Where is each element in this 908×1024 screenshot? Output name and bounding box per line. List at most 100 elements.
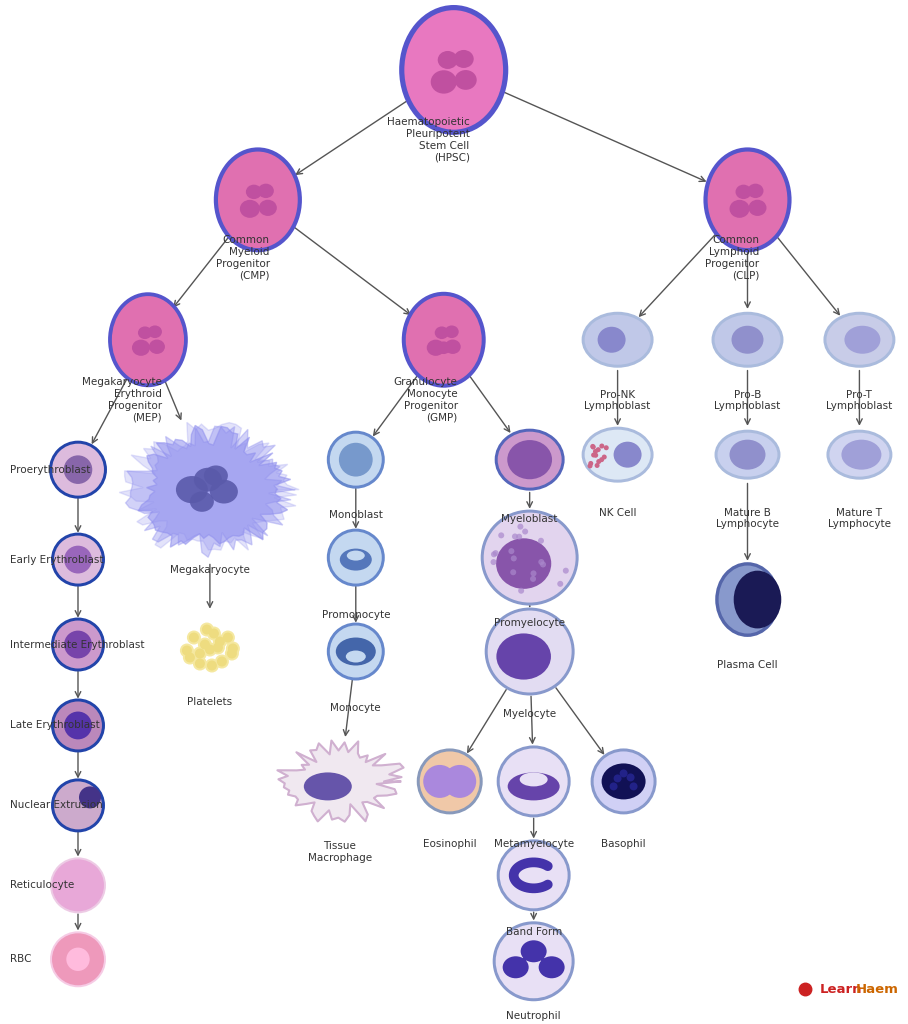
Ellipse shape <box>488 610 572 692</box>
Ellipse shape <box>330 531 381 584</box>
Ellipse shape <box>54 781 102 829</box>
Ellipse shape <box>149 340 165 354</box>
Ellipse shape <box>558 581 563 587</box>
Ellipse shape <box>497 634 551 680</box>
Ellipse shape <box>538 559 544 565</box>
Ellipse shape <box>593 449 598 454</box>
Ellipse shape <box>717 433 777 476</box>
Text: Common
Lymphoid
Progenitor
(CLP): Common Lymphoid Progenitor (CLP) <box>706 236 759 281</box>
Text: Mature B
Lymphocyte: Mature B Lymphocyte <box>716 508 779 529</box>
Ellipse shape <box>516 534 522 540</box>
Ellipse shape <box>842 439 882 470</box>
Ellipse shape <box>495 429 565 490</box>
Ellipse shape <box>327 623 385 681</box>
Ellipse shape <box>240 200 260 218</box>
Ellipse shape <box>437 341 450 354</box>
Ellipse shape <box>508 440 552 479</box>
Ellipse shape <box>508 548 514 554</box>
Ellipse shape <box>599 457 604 462</box>
Ellipse shape <box>182 645 192 655</box>
Ellipse shape <box>582 311 654 368</box>
Ellipse shape <box>51 617 105 672</box>
Ellipse shape <box>491 551 497 557</box>
Ellipse shape <box>51 778 105 833</box>
Ellipse shape <box>200 640 210 649</box>
Ellipse shape <box>404 10 503 130</box>
Ellipse shape <box>614 441 642 468</box>
Text: Late Erythroblast: Late Erythroblast <box>10 721 100 730</box>
Ellipse shape <box>327 528 385 587</box>
Ellipse shape <box>205 644 215 654</box>
Text: Monoblast: Monoblast <box>329 510 383 519</box>
Ellipse shape <box>64 546 92 573</box>
Ellipse shape <box>347 551 365 560</box>
Ellipse shape <box>212 642 222 652</box>
Ellipse shape <box>538 538 544 544</box>
Ellipse shape <box>64 712 92 739</box>
Text: Promonocyte: Promonocyte <box>321 609 390 620</box>
Text: Megakaryocyte: Megakaryocyte <box>170 564 250 574</box>
Ellipse shape <box>339 442 372 476</box>
Ellipse shape <box>327 431 385 488</box>
Text: Early Erythroblast: Early Erythroblast <box>10 555 104 564</box>
Ellipse shape <box>591 453 597 458</box>
Ellipse shape <box>423 765 456 798</box>
Ellipse shape <box>826 314 893 365</box>
Text: Promyelocyte: Promyelocyte <box>494 617 565 628</box>
Ellipse shape <box>748 200 766 216</box>
Text: Granulocyte
Monocyte
Progenitor
(GMP): Granulocyte Monocyte Progenitor (GMP) <box>394 377 458 422</box>
Text: Pro-NK
Lymphoblast: Pro-NK Lymphoblast <box>585 390 651 412</box>
Ellipse shape <box>406 296 482 384</box>
Ellipse shape <box>52 859 104 911</box>
Text: Neutrophil: Neutrophil <box>507 1012 561 1021</box>
Ellipse shape <box>540 561 546 567</box>
Ellipse shape <box>519 772 548 786</box>
Text: Band Form: Band Form <box>506 928 562 937</box>
Text: Pro-B
Lymphoblast: Pro-B Lymphoblast <box>715 390 781 412</box>
Text: Tissue
Macrophage: Tissue Macrophage <box>308 842 372 863</box>
Text: Megakaryocyte
Erythroid
Progenitor
(MEP): Megakaryocyte Erythroid Progenitor (MEP) <box>82 377 162 422</box>
Ellipse shape <box>718 565 776 634</box>
Ellipse shape <box>538 956 565 978</box>
Ellipse shape <box>189 633 199 642</box>
Ellipse shape <box>443 765 476 798</box>
Ellipse shape <box>629 782 637 791</box>
Ellipse shape <box>496 925 572 998</box>
Ellipse shape <box>715 430 781 479</box>
Ellipse shape <box>609 782 617 791</box>
Ellipse shape <box>50 857 106 913</box>
Ellipse shape <box>585 314 650 365</box>
Ellipse shape <box>192 646 207 660</box>
Ellipse shape <box>207 627 221 641</box>
Text: Basophil: Basophil <box>601 840 646 849</box>
Ellipse shape <box>187 631 201 644</box>
Ellipse shape <box>704 147 792 252</box>
Ellipse shape <box>222 633 232 642</box>
Ellipse shape <box>582 427 654 482</box>
Ellipse shape <box>496 539 551 589</box>
Ellipse shape <box>619 769 627 777</box>
Ellipse shape <box>246 184 262 199</box>
Ellipse shape <box>51 698 105 753</box>
Ellipse shape <box>192 656 207 671</box>
Ellipse shape <box>221 631 235 644</box>
Ellipse shape <box>417 749 483 814</box>
Text: Learn: Learn <box>819 983 862 995</box>
Ellipse shape <box>614 774 622 782</box>
Text: Pro-T
Lymphoblast: Pro-T Lymphoblast <box>826 390 893 412</box>
Polygon shape <box>138 425 291 547</box>
Ellipse shape <box>180 643 194 657</box>
Ellipse shape <box>52 443 104 496</box>
Ellipse shape <box>217 656 227 667</box>
Ellipse shape <box>590 444 596 449</box>
Ellipse shape <box>520 940 547 963</box>
Ellipse shape <box>435 327 449 339</box>
Ellipse shape <box>590 749 656 814</box>
Ellipse shape <box>218 152 298 248</box>
Ellipse shape <box>454 50 474 68</box>
Ellipse shape <box>340 549 371 570</box>
Ellipse shape <box>202 625 212 635</box>
Ellipse shape <box>226 641 240 655</box>
Text: Nuclear Extrusion: Nuclear Extrusion <box>10 801 103 810</box>
Ellipse shape <box>455 70 477 90</box>
